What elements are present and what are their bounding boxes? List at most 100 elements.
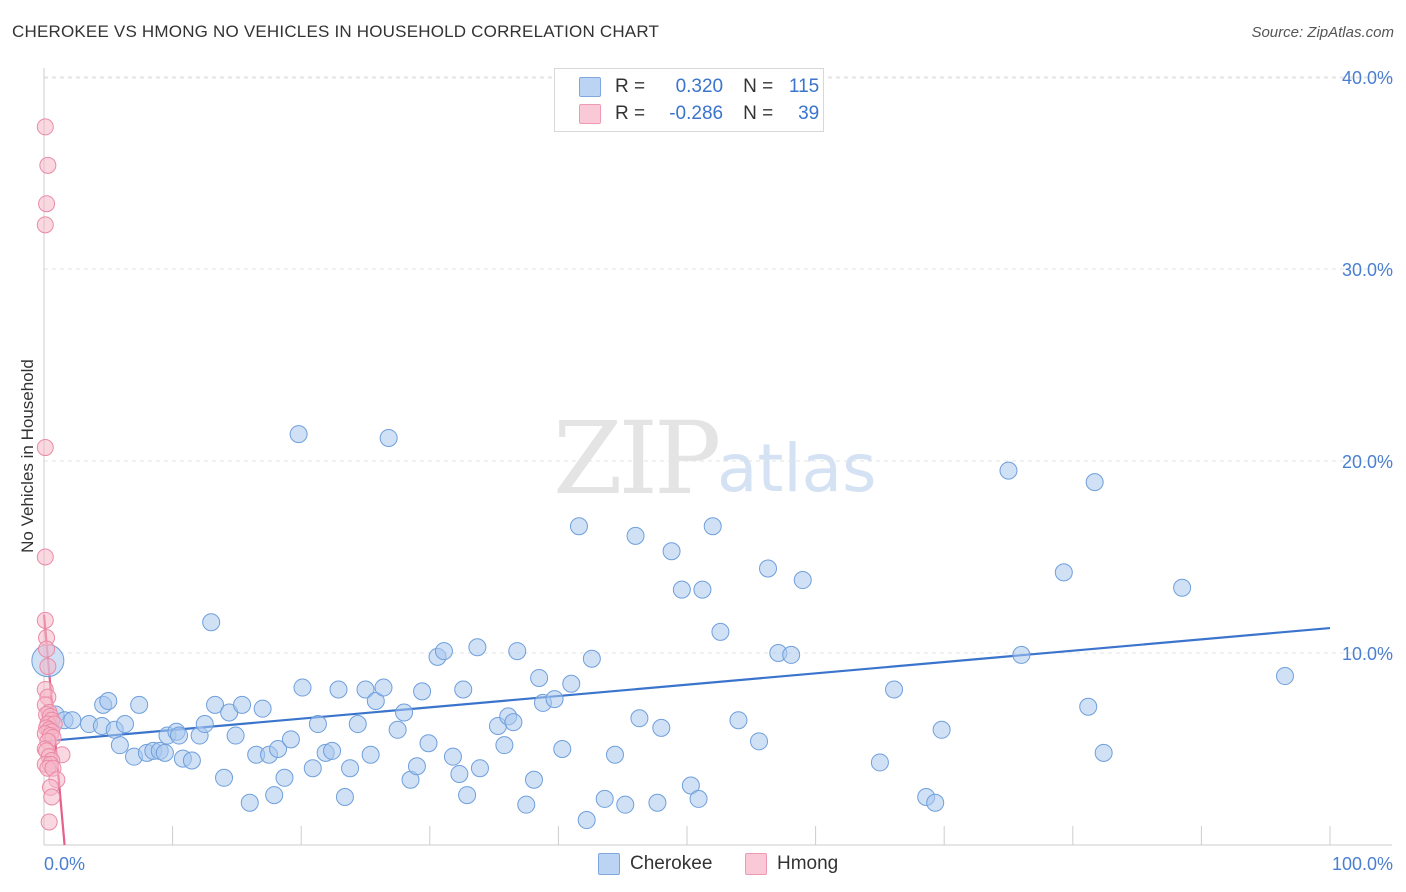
cherokee-point <box>206 695 225 714</box>
watermark-atlas: atlas <box>717 430 877 507</box>
cherokee-point <box>182 751 201 770</box>
cherokee-point <box>999 461 1018 480</box>
hmong-point <box>36 118 54 136</box>
y-tick-label: 40.0% <box>1342 68 1393 88</box>
cherokee-point <box>508 642 527 661</box>
hmong-point <box>38 640 56 658</box>
cherokee-point <box>388 720 407 739</box>
cherokee-point <box>530 668 549 687</box>
cherokee-point <box>932 720 951 739</box>
cherokee-point <box>265 786 284 805</box>
cherokee-point <box>648 793 667 812</box>
x-tick-label-min: 0.0% <box>44 854 85 874</box>
cherokee-point <box>434 642 453 661</box>
cherokee-point <box>323 741 342 760</box>
bottom-legend-hmong: Hmong <box>745 852 838 876</box>
cherokee-point <box>630 709 649 728</box>
cherokee-point <box>681 776 700 795</box>
y-tick-label: 20.0% <box>1342 452 1393 472</box>
cherokee-point <box>1079 697 1098 716</box>
cherokee-point <box>517 795 536 814</box>
cherokee-point <box>419 734 438 753</box>
cherokee-point <box>495 736 514 755</box>
cherokee-point <box>703 517 722 536</box>
cherokee-point <box>289 425 308 444</box>
cherokee-point <box>329 680 348 699</box>
source-label: Source: ZipAtlas.com <box>1251 24 1394 41</box>
cherokee-r-value: 0.320 <box>675 76 724 97</box>
cherokee-point <box>155 743 174 762</box>
cherokee-point <box>870 753 889 772</box>
axes <box>43 68 1392 846</box>
cherokee-point <box>885 680 904 699</box>
cherokee-point <box>269 740 288 758</box>
cherokee-point <box>1173 578 1192 597</box>
cherokee-point <box>524 770 543 789</box>
cherokee-swatch <box>579 77 601 97</box>
cherokee-point <box>689 789 708 808</box>
cherokee-point <box>374 678 393 697</box>
hmong-n-value: 39 <box>798 103 820 124</box>
cherokee-point <box>99 692 118 710</box>
cherokee-point <box>293 678 312 697</box>
cherokee-point <box>782 645 801 664</box>
cherokee-point <box>626 526 645 545</box>
cherokee-legend-swatch <box>598 853 620 875</box>
legend-row-hmong: R = -0.286 N = 39 <box>579 102 819 126</box>
cherokee-point <box>468 638 487 657</box>
cherokee-point <box>759 559 778 578</box>
cherokee-point <box>569 517 588 536</box>
cherokee-point <box>361 745 380 764</box>
cherokee-point <box>341 759 360 778</box>
cherokee-point <box>215 768 234 787</box>
cherokee-point <box>616 795 635 814</box>
chart-title: CHEROKEE VS HMONG NO VEHICLES IN HOUSEHO… <box>12 22 660 41</box>
cherokee-point <box>226 726 245 745</box>
cherokee-point <box>652 718 671 737</box>
cherokee-point <box>672 580 691 599</box>
cherokee-point <box>308 715 327 734</box>
hmong-swatch <box>579 104 601 124</box>
hmong-legend-swatch <box>745 853 767 875</box>
cherokee-point <box>366 692 385 710</box>
hmong-point <box>43 788 61 806</box>
cherokee-point <box>553 740 572 758</box>
cherokee-point <box>356 680 375 699</box>
cherokee-point <box>253 699 272 718</box>
cherokee-point <box>562 674 581 693</box>
stats-legend: R = 0.320 N = 115 R = -0.286 N = 39 <box>554 68 824 132</box>
cherokee-trend-line <box>43 626 1331 743</box>
cherokee-point <box>195 715 214 734</box>
cherokee-point <box>202 613 221 632</box>
cherokee-point <box>379 428 398 447</box>
hmong-n-label: N = <box>743 103 774 124</box>
cherokee-point <box>303 759 322 778</box>
cherokee-point <box>348 715 367 734</box>
hmong-point <box>36 439 54 457</box>
cherokee-n-value: 115 <box>788 76 820 97</box>
cherokee-point <box>729 711 748 730</box>
cherokee-point <box>170 726 189 745</box>
hmong-point <box>36 548 54 566</box>
hmong-point <box>36 216 54 234</box>
data-points <box>31 118 1294 831</box>
cherokee-point <box>413 682 432 701</box>
cherokee-point <box>443 747 462 766</box>
grid-lines <box>44 76 1392 654</box>
cherokee-point <box>281 730 300 749</box>
x-tick-label-max: 100.0% <box>1332 854 1393 874</box>
cherokee-point <box>926 793 945 812</box>
cherokee-point <box>110 736 129 755</box>
cherokee-point <box>63 711 82 730</box>
cherokee-point <box>693 580 712 599</box>
watermark-zip: ZIP <box>553 400 721 517</box>
cherokee-point <box>582 649 601 668</box>
legend-row-cherokee: R = 0.320 N = 115 <box>579 75 819 99</box>
cherokee-point <box>1085 473 1104 492</box>
cherokee-point <box>335 788 354 806</box>
cherokee-point <box>240 793 259 812</box>
cherokee-point <box>1012 645 1031 664</box>
hmong-point <box>38 195 56 213</box>
cherokee-point <box>595 789 614 808</box>
